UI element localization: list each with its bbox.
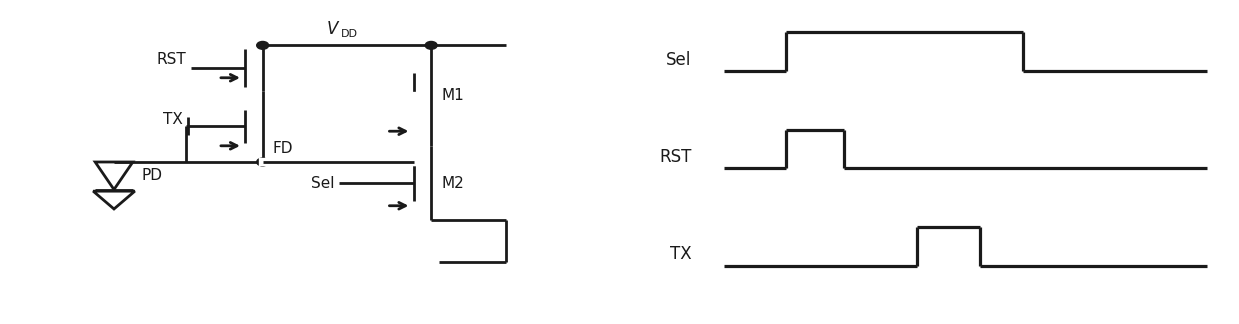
Text: DD: DD	[341, 29, 358, 39]
Text: Sel: Sel	[311, 176, 335, 191]
Text: TX: TX	[164, 112, 183, 127]
Circle shape	[425, 41, 437, 49]
Text: PD: PD	[141, 168, 162, 183]
Text: RST: RST	[156, 52, 186, 67]
Text: V: V	[326, 20, 338, 38]
Text: FD: FD	[273, 141, 294, 156]
Circle shape	[256, 41, 269, 49]
Text: TX: TX	[670, 245, 691, 263]
Text: M1: M1	[441, 88, 463, 103]
Text: RST: RST	[659, 148, 691, 166]
Circle shape	[256, 158, 269, 166]
Text: M2: M2	[441, 176, 463, 191]
Text: Sel: Sel	[667, 51, 691, 69]
